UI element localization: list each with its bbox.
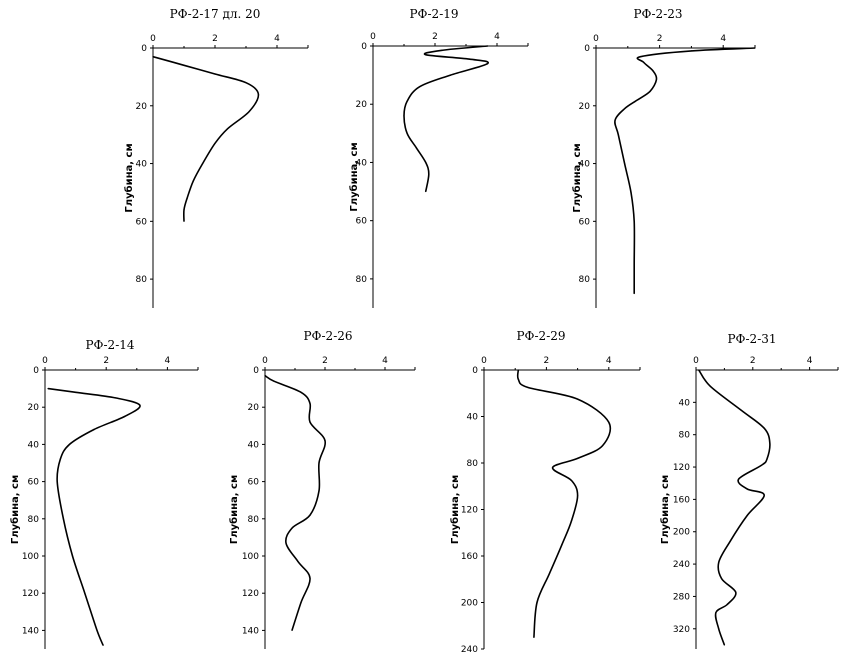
x-tick-label: 2 xyxy=(322,356,328,366)
y-tick-label: 120 xyxy=(673,463,690,473)
y-tick-label: 100 xyxy=(242,552,259,562)
y-axis-label: Глубина, см xyxy=(449,475,461,544)
y-tick-label: 80 xyxy=(356,275,368,285)
chart-title: РФ-2-29 xyxy=(516,329,565,343)
y-tick-label: 0 xyxy=(141,44,147,54)
chart-title: РФ-2-14 xyxy=(85,338,134,352)
y-axis-label: Глубина, см xyxy=(571,143,583,212)
y-tick-label: 160 xyxy=(673,495,690,505)
y-tick-label: 280 xyxy=(673,592,690,602)
x-tick-label: 0 xyxy=(150,34,156,44)
x-tick-label: 0 xyxy=(262,356,268,366)
y-tick-label: 160 xyxy=(461,552,478,562)
chart-title: РФ-2-23 xyxy=(633,7,682,21)
x-tick-label: 0 xyxy=(42,356,48,366)
y-tick-label: 20 xyxy=(248,403,260,413)
x-tick-label: 2 xyxy=(750,356,756,366)
y-tick-label: 60 xyxy=(28,478,40,488)
y-tick-label: 20 xyxy=(28,403,40,413)
panel-7: РФ-2-31 0 2 4 40 80 120 160 200 240 280 320 Глубина,… xyxy=(659,332,839,649)
x-tick-label: 2 xyxy=(212,34,218,44)
y-tick-label: 60 xyxy=(136,217,148,227)
y-tick-label: 120 xyxy=(22,589,39,599)
x-tick-label: 4 xyxy=(165,356,171,366)
y-tick-label: 240 xyxy=(673,560,690,570)
x-tick-label: 2 xyxy=(103,356,109,366)
y-tick-label: 120 xyxy=(242,589,259,599)
y-tick-label: 60 xyxy=(579,217,591,227)
y-tick-label: 80 xyxy=(467,459,479,469)
profile-line xyxy=(516,369,612,638)
y-tick-label: 40 xyxy=(356,158,368,168)
y-tick-label: 320 xyxy=(673,625,690,635)
chart-title: РФ-2-19 xyxy=(409,7,458,21)
y-tick-label: 0 xyxy=(584,44,590,54)
y-tick-label: 0 xyxy=(33,366,39,376)
y-axis-label: Глубина, см xyxy=(9,475,21,544)
y-tick-label: 80 xyxy=(579,275,591,285)
y-tick-label: 20 xyxy=(136,102,148,112)
y-axis-label: Глубина, см xyxy=(348,142,360,211)
y-tick-label: 60 xyxy=(356,217,368,227)
y-tick-label: 200 xyxy=(673,528,690,538)
profile-line xyxy=(614,47,756,294)
y-tick-label: 140 xyxy=(242,626,259,636)
profile-line xyxy=(264,374,327,631)
y-axis-label: Глубина, см xyxy=(659,475,671,544)
y-tick-label: 40 xyxy=(136,160,148,170)
x-tick-label: 2 xyxy=(657,34,663,44)
y-tick-label: 80 xyxy=(136,275,148,285)
x-tick-label: 2 xyxy=(432,32,438,42)
x-tick-label: 0 xyxy=(481,356,487,366)
y-tick-label: 40 xyxy=(28,440,40,450)
x-tick-label: 0 xyxy=(693,356,699,366)
profile-line xyxy=(152,55,260,222)
x-tick-label: 4 xyxy=(807,356,813,366)
profile-line xyxy=(47,387,141,646)
profile-line xyxy=(698,369,771,646)
y-tick-label: 200 xyxy=(461,599,478,609)
y-tick-label: 80 xyxy=(679,431,691,441)
y-tick-label: 140 xyxy=(22,626,39,636)
x-tick-label: 4 xyxy=(606,356,612,366)
x-tick-label: 2 xyxy=(544,356,550,366)
y-tick-label: 120 xyxy=(461,506,478,516)
y-tick-label: 20 xyxy=(356,100,368,110)
x-tick-label: 0 xyxy=(370,32,376,42)
y-tick-label: 100 xyxy=(22,552,39,562)
y-tick-label: 240 xyxy=(461,645,478,655)
x-tick-label: 4 xyxy=(720,34,726,44)
x-tick-label: 4 xyxy=(274,34,280,44)
profile-line xyxy=(403,45,490,192)
y-axis-label: Глубина, см xyxy=(228,475,240,544)
y-tick-label: 60 xyxy=(248,478,260,488)
y-tick-label: 40 xyxy=(679,398,691,408)
y-tick-label: 40 xyxy=(467,413,479,423)
x-tick-label: 0 xyxy=(593,34,599,44)
y-tick-label: 0 xyxy=(253,366,259,376)
chart-title: РФ-2-26 xyxy=(303,329,352,343)
y-tick-label: 20 xyxy=(579,102,591,112)
y-tick-label: 0 xyxy=(361,42,367,52)
chart-title: РФ-2-31 xyxy=(727,332,776,346)
y-tick-label: 40 xyxy=(248,440,260,450)
x-tick-label: 4 xyxy=(494,32,500,42)
y-tick-label: 0 xyxy=(472,366,478,376)
chart-title: РФ-2-17 дл. 20 xyxy=(170,7,261,21)
x-tick-label: 4 xyxy=(382,356,388,366)
y-axis-label: Глубина, см xyxy=(123,143,135,212)
y-tick-label: 80 xyxy=(248,515,260,525)
y-tick-label: 80 xyxy=(28,515,40,525)
y-tick-label: 40 xyxy=(579,160,591,170)
